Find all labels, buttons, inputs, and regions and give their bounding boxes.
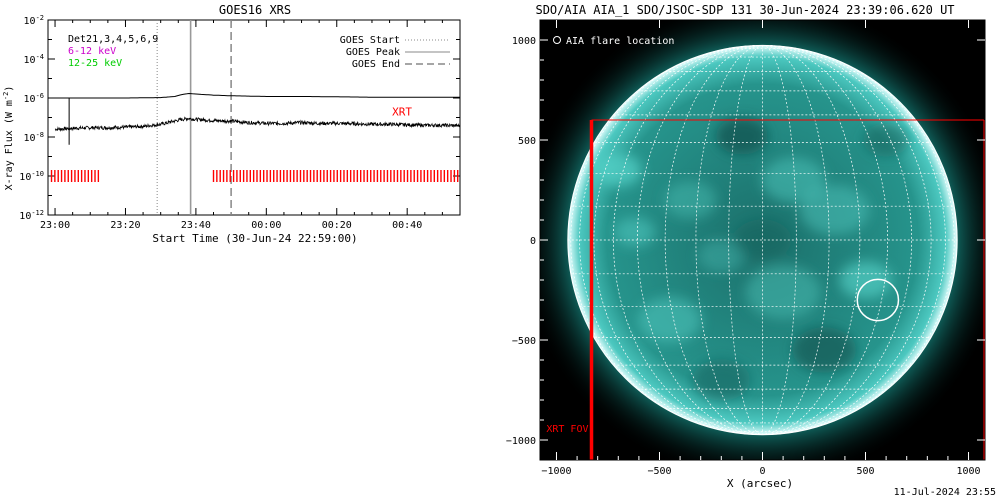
flare-legend-label: AIA flare location (566, 36, 674, 47)
solar-region (595, 153, 642, 187)
solar-region (638, 297, 702, 343)
longitude-line (579, 44, 763, 436)
goes-x-tick-label: 23:40 (181, 220, 211, 231)
goes-xrs-chart: GOES16 XRS X-ray Flux (W m-2) Start Time… (0, 0, 470, 260)
aia-y-tick-label: 1000 (512, 36, 536, 47)
goes-channel-label: 12-25 keV (68, 58, 122, 69)
goes-series-line (55, 92, 460, 99)
flare-legend-symbol (553, 36, 561, 44)
aia-y-tick-label: −500 (512, 336, 536, 347)
goes-chart-title: GOES16 XRS (219, 3, 291, 17)
goes-legend-label: GOES Start (340, 35, 400, 46)
goes-channel-label: Det21,3,4,5,6,9 (68, 34, 158, 45)
solar-region (745, 265, 821, 319)
goes-y-tick-label: 10-6 (24, 92, 44, 105)
goes-y-tick-label: 10-2 (24, 14, 44, 27)
solar-region (733, 219, 792, 261)
solar-region (792, 327, 857, 373)
solar-region (614, 217, 655, 247)
solar-activity (595, 117, 910, 401)
aia-y-tick-label: −1000 (506, 436, 536, 447)
svg-text:X-ray Flux (W m-2): X-ray Flux (W m-2) (2, 86, 15, 191)
goes-y-tick-label: 10-4 (24, 53, 44, 66)
goes-y-tick-label: 10-12 (19, 209, 44, 222)
longitude-line (637, 44, 763, 436)
aia-y-tick-label: 500 (518, 136, 536, 147)
goes-x-axis-label: Start Time (30-Jun-24 22:59:00) (152, 232, 357, 245)
aia-y-tick-label: 0 (530, 236, 536, 247)
longitude-line (762, 44, 888, 436)
goes-y-axis-label-text: X-ray Flux (W m (4, 100, 15, 190)
aia-x-axis-label: X (arcsec) (727, 477, 793, 490)
longitude-line (728, 44, 763, 436)
aia-plot-area: AIA flare location XRT FOV −1000 −500 0 500 10… (506, 19, 986, 477)
longitude-line (593, 44, 763, 436)
aia-image-svg: SDO/AIA AIA_1 SDO/JSOC-SDP 131 30-Jun-20… (506, 3, 986, 490)
aia-x-tick-label: 0 (759, 466, 765, 477)
heliographic-grid (567, 44, 958, 436)
solar-region (692, 359, 751, 401)
longitude-line (570, 44, 763, 436)
goes-x-tick-label: 23:20 (110, 220, 140, 231)
goes-x-tick-label: 23:00 (40, 220, 70, 231)
goes-legend-label: GOES End (352, 59, 400, 70)
solar-region (698, 239, 745, 273)
goes-series-line (54, 116, 461, 132)
longitude-line (762, 44, 797, 436)
longitude-line (695, 44, 763, 436)
aia-image: AIA flare location XRT FOV (540, 20, 985, 460)
longitude-line (762, 44, 946, 436)
solar-region (664, 181, 717, 219)
goes-y-axis-label-sup: -2 (2, 92, 10, 100)
longitude-line (665, 44, 763, 436)
goes-y-tick-label: 10-10 (19, 170, 44, 183)
xrt-fov-label: XRT FOV (546, 424, 588, 435)
goes-y-tick-label: 10-8 (24, 131, 44, 144)
longitude-line (613, 44, 763, 436)
xrt-label: XRT (392, 106, 412, 119)
solar-region (715, 117, 768, 155)
solar-region (799, 185, 870, 235)
goes-y-axis-label-close: ) (4, 86, 15, 92)
solar-limb (567, 44, 958, 436)
longitude-line (762, 44, 830, 436)
solar-region (863, 123, 910, 157)
goes-channel-label: 6-12 keV (68, 46, 116, 57)
solar-region (839, 261, 892, 299)
longitude-line (762, 44, 860, 436)
goes-y-axis-label: X-ray Flux (W m-2) (2, 86, 15, 191)
goes-x-tick-label: 00:40 (392, 220, 422, 231)
aia-x-tick-label: −1000 (541, 466, 571, 477)
longitude-line (762, 44, 932, 436)
aia-x-tick-label: 500 (856, 466, 874, 477)
footer-timestamp: 11-Jul-2024 23:55 (893, 487, 996, 498)
aia-x-tick-label: 1000 (956, 466, 980, 477)
aia-image-title: SDO/AIA AIA_1 SDO/JSOC-SDP 131 30-Jun-20… (535, 3, 954, 17)
solar-region (761, 157, 826, 203)
goes-x-tick-label: 00:20 (322, 220, 352, 231)
goes-legend-label: GOES Peak (346, 47, 400, 58)
longitude-line (762, 44, 955, 436)
aia-image-panel: SDO/AIA AIA_1 SDO/JSOC-SDP 131 30-Jun-20… (495, 0, 1000, 500)
goes-xrs-svg: GOES16 XRS X-ray Flux (W m-2) Start Time… (2, 3, 461, 245)
goes-x-tick-label: 00:00 (251, 220, 281, 231)
flare-location-marker (856, 278, 900, 322)
aia-x-tick-label: −500 (647, 466, 671, 477)
longitude-line (762, 44, 912, 436)
